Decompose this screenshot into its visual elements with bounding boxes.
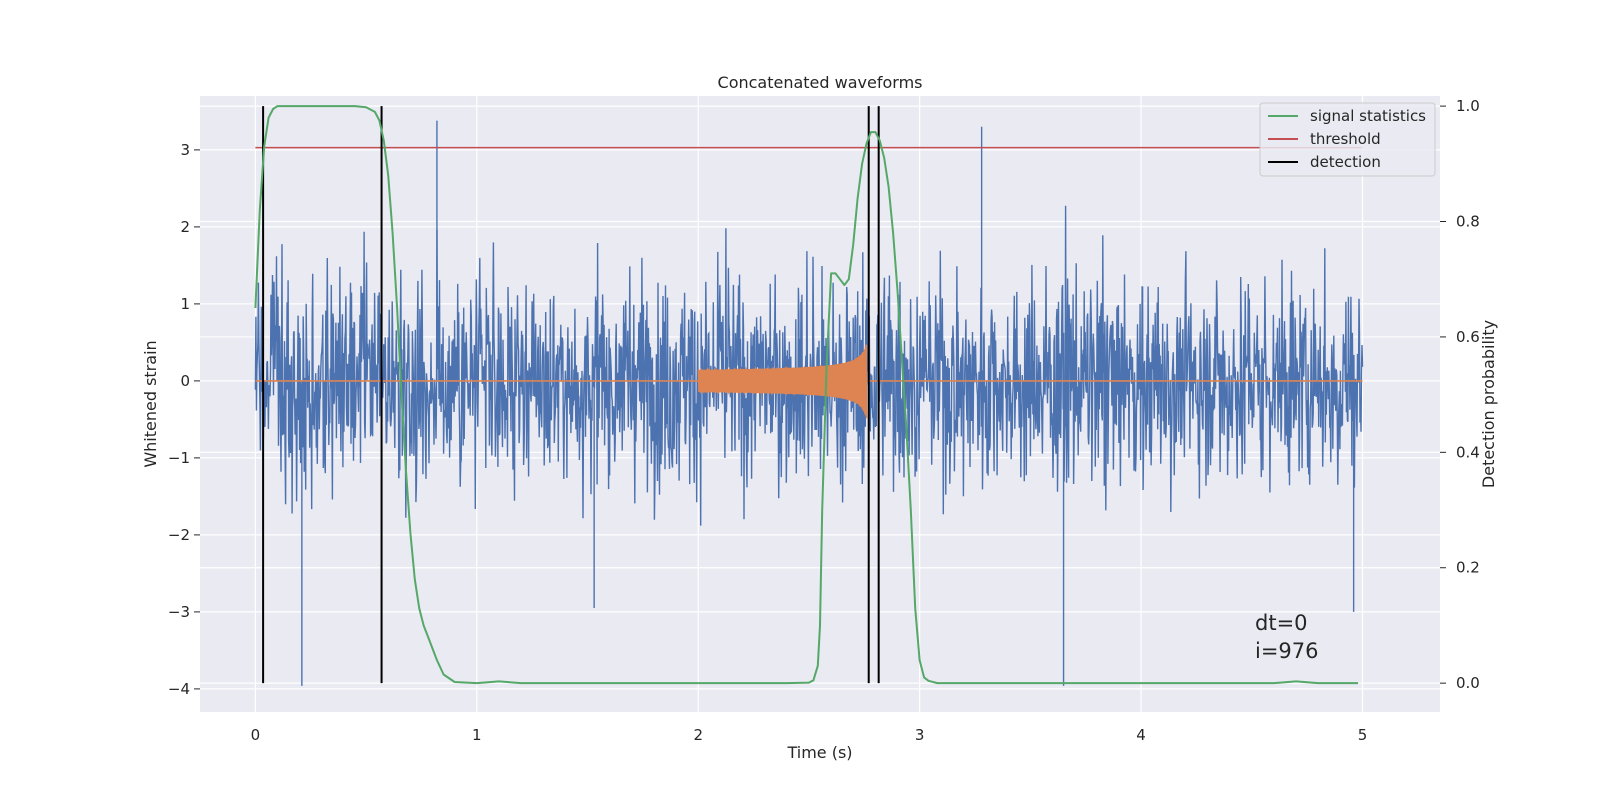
y2-tick-label: 0.0 xyxy=(1456,674,1480,692)
x-tick-label: 0 xyxy=(251,726,261,744)
annotation-dt: dt=0 xyxy=(1255,611,1308,635)
legend-label-threshold: threshold xyxy=(1310,130,1381,148)
signal-statistics-line xyxy=(254,105,1359,685)
y-tick-label: −2 xyxy=(168,526,190,544)
y2-tick-label: 1.0 xyxy=(1456,97,1480,115)
axis-ticks: 0 1 2 3 4 5 −4 −3 −2 −1 0 1 2 3 0.0 0.2 0.4 0.6 0.8 1.0 xyxy=(168,97,1480,744)
legend: signal statistics threshold detection xyxy=(1259,102,1436,177)
legend-label-signal-statistics: signal statistics xyxy=(1310,107,1426,125)
y-tick-label: 2 xyxy=(180,218,190,236)
y2-axis-title: Detection probability xyxy=(1479,320,1498,488)
plot-title: Concatenated waveforms xyxy=(718,73,923,92)
y-axis-title: Whitened strain xyxy=(141,340,160,467)
x-axis-title: Time (s) xyxy=(786,743,852,762)
legend-label-detection: detection xyxy=(1310,153,1381,171)
detection-overlay xyxy=(254,105,1363,685)
y-tick-label: 3 xyxy=(180,141,190,159)
legend-box xyxy=(1259,102,1436,177)
x-tick-label: 4 xyxy=(1136,726,1146,744)
annotation-index: i=976 xyxy=(1255,639,1319,663)
strain-line xyxy=(254,205,1364,526)
x-tick-label: 5 xyxy=(1358,726,1368,744)
y2-tick-label: 0.8 xyxy=(1456,213,1480,231)
x-tick-label: 2 xyxy=(693,726,703,744)
y-tick-label: −1 xyxy=(168,449,190,467)
x-tick-label: 1 xyxy=(472,726,482,744)
y-tick-label: −4 xyxy=(168,680,190,698)
strain-noise-series xyxy=(254,120,1364,686)
y-tick-label: −3 xyxy=(168,603,190,621)
x-tick-label: 3 xyxy=(915,726,925,744)
injection-series xyxy=(255,344,1363,419)
y-tick-label: 0 xyxy=(180,372,190,390)
injection-chirp-line xyxy=(697,344,868,419)
y-tick-label: 1 xyxy=(180,295,190,313)
y2-tick-label: 0.2 xyxy=(1456,559,1480,577)
y2-tick-label: 0.4 xyxy=(1456,443,1480,461)
y2-tick-label: 0.6 xyxy=(1456,328,1480,346)
